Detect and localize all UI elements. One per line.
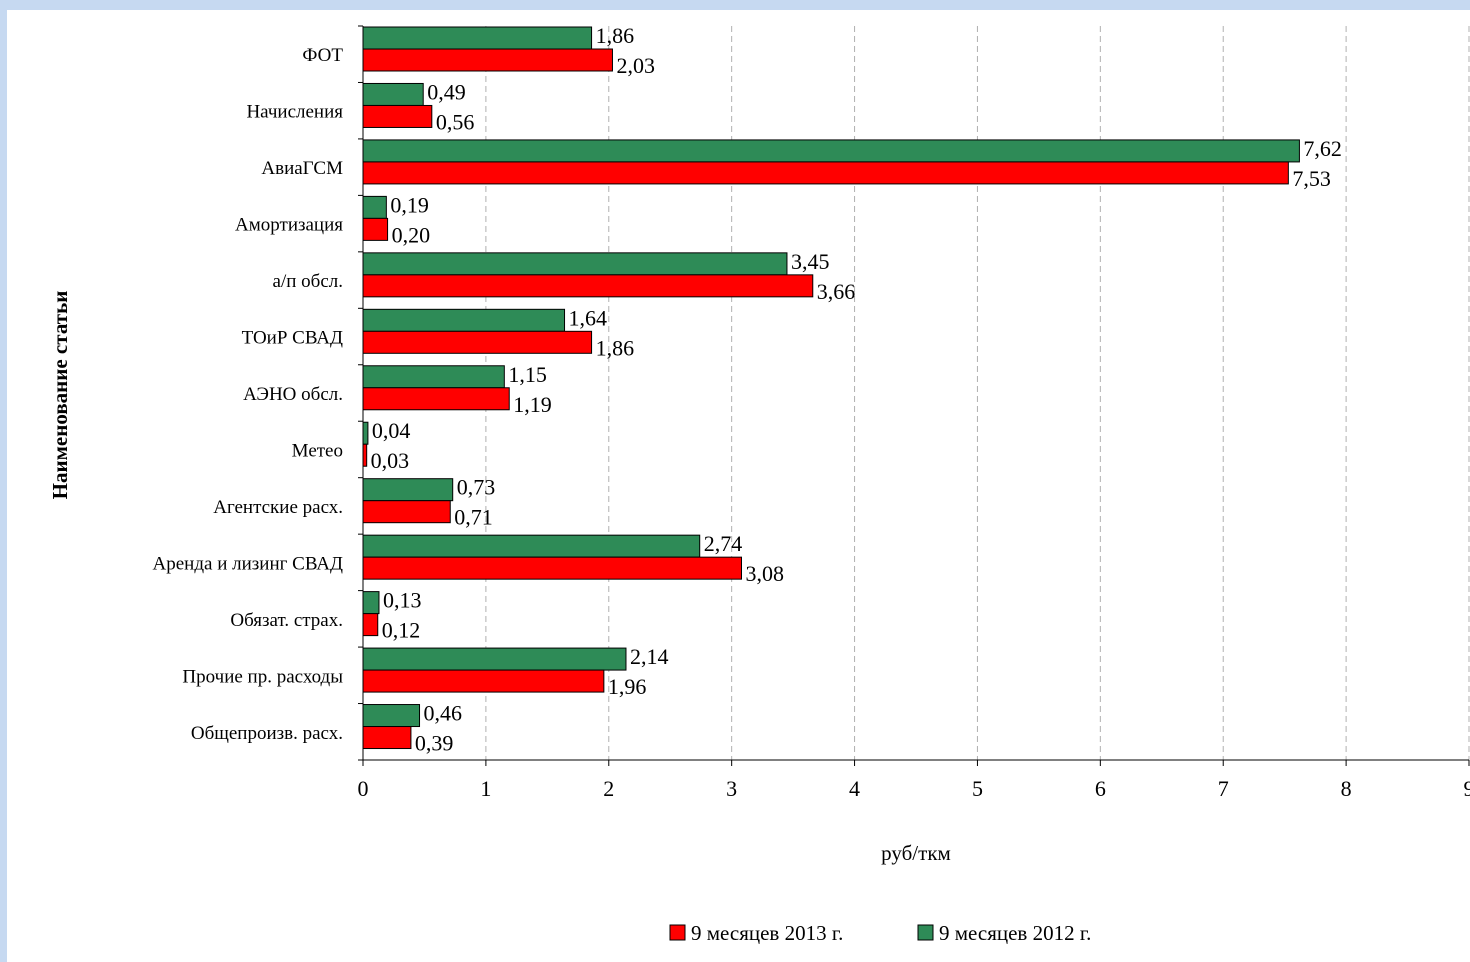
data-label-2013: 0,56 [436, 109, 475, 134]
data-label-2013: 0,71 [454, 505, 493, 530]
bar-2013 [362, 613, 379, 637]
bar-2013 [362, 217, 389, 241]
data-label-2012: 2,74 [704, 531, 743, 556]
bar-2012 [362, 26, 593, 50]
data-label-2013: 1,19 [513, 392, 552, 417]
bar-2012 [362, 139, 1300, 163]
x-tick-label: 1 [480, 776, 491, 801]
data-label-2012: 1,15 [508, 362, 547, 387]
legend-swatch-2012 [917, 924, 934, 941]
category-label: Прочие пр. расходы [182, 666, 343, 687]
axes [358, 25, 1470, 766]
category-label: Метео [292, 440, 343, 461]
bar-2013 [362, 161, 1289, 185]
category-label: Агентские расх. [213, 497, 343, 518]
bar-2012 [362, 647, 627, 671]
bar-2012 [362, 478, 454, 502]
legend-label-2012: 9 месяцев 2012 г. [939, 921, 1091, 945]
data-label-2012: 0,73 [457, 475, 496, 500]
x-tick-label: 6 [1095, 776, 1106, 801]
bar-2012 [362, 82, 424, 106]
data-label-2013: 7,53 [1292, 166, 1331, 191]
data-label-2013: 3,66 [817, 279, 856, 304]
bar-2013 [362, 330, 593, 354]
category-label: АЭНО обсл. [243, 384, 343, 405]
category-label: Амортизация [235, 215, 343, 236]
bar-2012 [362, 252, 788, 276]
category-label: АвиаГСМ [261, 158, 343, 179]
data-label-2012: 0,49 [427, 79, 466, 104]
legend: 9 месяцев 2013 г. 9 месяцев 2012 г. [669, 921, 1091, 945]
y-axis-title: Наименование статьи [48, 291, 72, 500]
data-label-2012: 1,86 [596, 23, 635, 48]
x-tick-label: 4 [849, 776, 860, 801]
x-tick-label: 2 [603, 776, 614, 801]
data-label-2013: 3,08 [745, 561, 784, 586]
data-label-2013: 1,86 [596, 335, 635, 360]
x-tick-label: 9 [1464, 776, 1470, 801]
x-tick-label: 3 [726, 776, 737, 801]
data-label-2012: 2,14 [630, 644, 669, 669]
bar-2013 [362, 274, 814, 298]
category-label: а/п обсл. [273, 271, 343, 292]
legend-label-2013: 9 месяцев 2013 г. [691, 921, 843, 945]
data-label-2013: 0,39 [415, 731, 454, 756]
bar-2013 [362, 387, 510, 411]
bar-2013 [362, 500, 451, 524]
bar-2012 [362, 704, 421, 728]
bar-2012 [362, 308, 566, 332]
bar-2013 [362, 48, 613, 72]
data-label-2012: 0,04 [372, 418, 411, 443]
bar-chart: 1,86 2,03 ФОТ 0,49 0,56 Начисления 7,62 7,53 Ави… [48, 23, 1470, 945]
bar-2012 [362, 195, 387, 219]
bar-2012 [362, 365, 505, 389]
bar-2012 [362, 591, 380, 615]
x-tick-label: 5 [972, 776, 983, 801]
category-label: Аренда и лизинг СВАД [153, 553, 343, 574]
x-axis-title: руб/ткм [881, 841, 951, 865]
bars [362, 26, 1300, 750]
data-label-2013: 1,96 [608, 674, 647, 699]
data-label-2013: 0,03 [371, 448, 410, 473]
bar-2013 [362, 556, 742, 580]
labels: 1,86 2,03 ФОТ 0,49 0,56 Начисления 7,62 7,53 Ави… [153, 23, 1470, 801]
category-label: Обязат. страх. [230, 610, 343, 631]
bar-2013 [362, 726, 412, 750]
category-label: Общепроизв. расх. [191, 723, 343, 744]
data-label-2012: 0,13 [383, 588, 422, 613]
data-label-2013: 0,20 [392, 222, 431, 247]
category-label: ФОТ [302, 45, 343, 66]
data-label-2012: 0,19 [390, 192, 429, 217]
data-label-2012: 7,62 [1303, 136, 1342, 161]
data-label-2012: 0,46 [424, 701, 463, 726]
data-label-2013: 2,03 [616, 53, 655, 78]
x-tick-label: 0 [358, 776, 369, 801]
data-label-2012: 3,45 [791, 249, 830, 274]
category-label: ТОиР СВАД [242, 328, 343, 349]
data-label-2012: 1,64 [569, 305, 608, 330]
bar-2012 [362, 534, 701, 558]
category-label: Начисления [246, 102, 343, 123]
data-label-2013: 0,12 [382, 618, 421, 643]
bar-2012 [362, 421, 369, 445]
bar-2013 [362, 669, 605, 693]
bar-2013 [362, 104, 433, 128]
bar-2013 [362, 443, 368, 467]
x-tick-label: 7 [1218, 776, 1229, 801]
x-tick-label: 8 [1341, 776, 1352, 801]
legend-swatch-2013 [669, 924, 686, 941]
